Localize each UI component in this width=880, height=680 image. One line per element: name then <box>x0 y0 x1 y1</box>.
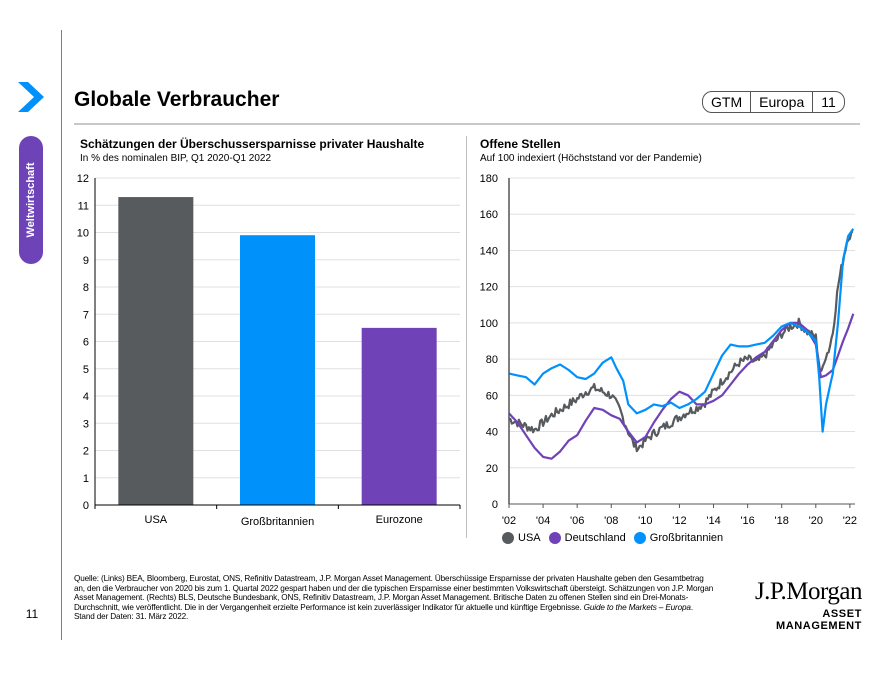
y-tick-label: 140 <box>480 245 498 257</box>
bar-großbritannien <box>240 235 315 505</box>
section-tab-label: Weltwirtschaft <box>25 162 37 238</box>
x-tick-label: '16 <box>740 515 754 527</box>
legend-dot-grossbritannien <box>633 532 646 544</box>
y-tick-label: 7 <box>83 309 89 321</box>
x-category-label: Großbritannien <box>241 516 314 528</box>
legend-label-usa: USA <box>518 532 541 544</box>
y-tick-label: 5 <box>83 364 89 376</box>
y-tick-label: 6 <box>83 337 89 349</box>
section-tab-weltwirtschaft[interactable]: Weltwirtschaft <box>19 136 43 264</box>
badge-gtm: GTM <box>711 94 743 110</box>
y-tick-label: 180 <box>480 173 498 185</box>
y-tick-label: 1 <box>83 473 89 485</box>
chevron-right-icon <box>18 82 44 112</box>
line-chart: 0 20 40 60 80 100 120 140 160 180 '02 '04 '06 '08 '10… <box>480 173 857 527</box>
y-tick-label: 11 <box>78 200 89 212</box>
y-tick-label: 60 <box>486 390 498 402</box>
y-tick-label: 4 <box>83 391 89 403</box>
x-category-label: USA <box>145 514 168 526</box>
y-tick-label: 0 <box>492 499 498 511</box>
legend-label-grossbritannien: Großbritannien <box>649 532 724 544</box>
page-divider-line <box>61 30 62 640</box>
chart-divider <box>466 136 467 538</box>
logo-wordmark: J.P.Morgan <box>754 578 863 605</box>
y-tick-label: 10 <box>77 228 89 240</box>
gtm-badge: GTM Europa 11 <box>702 91 845 113</box>
legend-item-grossbritannien: Großbritannien <box>633 532 724 544</box>
badge-page: 11 <box>812 92 844 112</box>
bar-chart-subtitle: In % des nominalen BIP, Q1 2020-Q1 2022 <box>80 153 272 164</box>
x-tick-label: '12 <box>672 515 686 527</box>
y-tick-label: 120 <box>480 282 498 294</box>
legend-label-deutschland: Deutschland <box>564 532 626 544</box>
x-tick-label: '14 <box>706 515 720 527</box>
y-tick-label: 9 <box>83 255 89 267</box>
bar-eurozone <box>361 327 437 505</box>
footnote-date: . Stand der Daten: 31. März 2022. <box>74 602 693 622</box>
y-tick-label: 8 <box>83 282 89 294</box>
line-chart-legend: USA Deutschland Großbritannien <box>502 532 731 544</box>
series-line-usa <box>508 230 854 453</box>
series-line-deutschland <box>508 313 855 460</box>
y-tick-label: 40 <box>486 427 498 439</box>
bar-usa <box>118 197 194 505</box>
footnote-publication: Guide to the Markets – Europa <box>583 602 691 612</box>
page-title: Globale Verbraucher <box>74 88 280 111</box>
x-tick-label: '08 <box>604 515 618 527</box>
jpmorgan-logo: J.P.Morgan ASSET MANAGEMENT <box>738 578 863 632</box>
x-tick-label: '18 <box>775 515 789 527</box>
legend-dot-usa <box>502 532 514 544</box>
legend-item-usa: USA <box>502 532 541 544</box>
badge-region: Europa <box>750 92 812 112</box>
y-tick-label: 160 <box>480 209 498 221</box>
series-line-großbritannien <box>508 228 855 433</box>
y-tick-label: 3 <box>83 418 89 430</box>
x-tick-label: '22 <box>843 515 857 527</box>
source-footnote: Quelle: (Links) BEA, Bloomberg, Eurostat… <box>74 574 714 622</box>
y-tick-label: 12 <box>77 173 89 185</box>
x-tick-label: '04 <box>536 515 550 527</box>
y-tick-label: 2 <box>83 446 89 458</box>
y-tick-label: 100 <box>480 318 498 330</box>
footnote-text: Quelle: (Links) BEA, Bloomberg, Eurostat… <box>74 574 714 612</box>
bar-chart-title: Schätzungen der Überschussersparnisse pr… <box>80 137 425 151</box>
line-chart-title: Offene Stellen <box>480 137 561 151</box>
x-tick-label: '20 <box>809 515 823 527</box>
y-tick-label: 20 <box>486 463 498 475</box>
legend-item-deutschland: Deutschland <box>548 532 626 544</box>
y-tick-label: 80 <box>486 354 498 366</box>
x-category-label: Eurozone <box>376 514 423 526</box>
x-tick-label: '02 <box>502 515 516 527</box>
x-tick-label: '06 <box>570 515 584 527</box>
y-tick-label: 0 <box>83 500 89 512</box>
logo-subtitle: ASSET MANAGEMENT <box>775 608 862 632</box>
page-number: 11 <box>25 607 39 621</box>
x-tick-label: '10 <box>638 515 652 527</box>
line-chart-subtitle: Auf 100 indexiert (Höchststand vor der P… <box>480 153 702 164</box>
legend-dot-deutschland <box>548 532 561 544</box>
title-rule <box>74 123 860 125</box>
